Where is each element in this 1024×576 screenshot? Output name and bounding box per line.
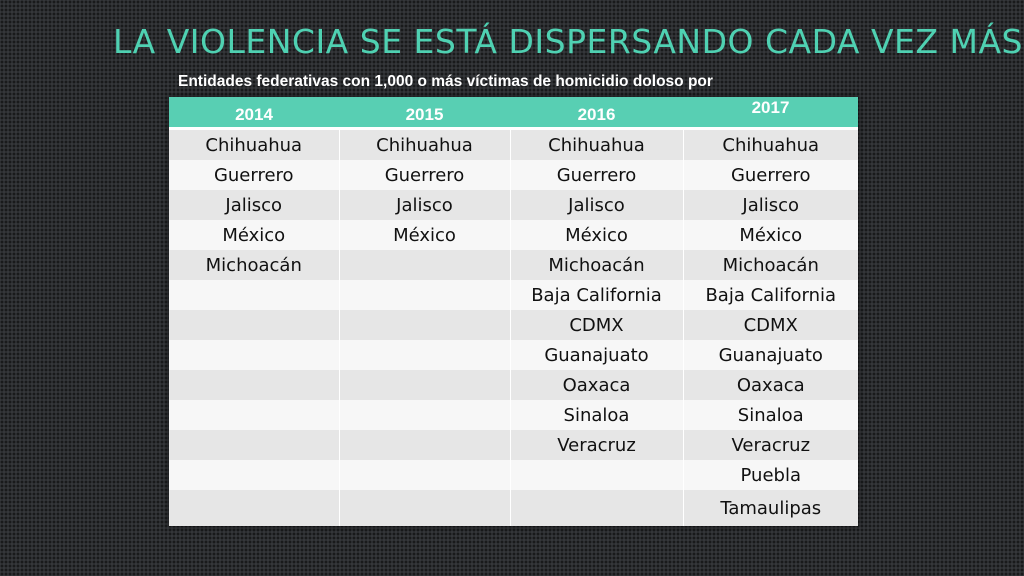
table-cell [169,430,340,460]
table-cell [339,340,511,370]
table-cell: Jalisco [510,190,684,220]
table-header-row: 2014 2015 2016 2017 [169,97,858,130]
table-cell [169,280,340,310]
table-cell [169,400,340,430]
table-cell: Chihuahua [510,128,684,160]
table-cell: Jalisco [683,190,858,220]
table-row: Chihuahua Chihuahua Chihuahua Chihuahua [169,128,858,160]
table-cell: Veracruz [683,430,858,460]
table-caption: Entidades federativas con 1,000 o más ví… [178,73,713,90]
table-row: México México México México [169,220,858,250]
table-cell: Baja California [683,280,858,310]
table-cell [339,490,511,526]
table-cell: Baja California [510,280,684,310]
table-cell: México [510,220,684,250]
table-cell: México [339,220,511,250]
table-cell [339,310,511,340]
table-row: Jalisco Jalisco Jalisco Jalisco [169,190,858,220]
table-cell: Guerrero [510,160,684,190]
table-cell: Sinaloa [510,400,684,430]
table-cell: México [169,220,340,250]
table-cell [339,370,511,400]
table-row: Sinaloa Sinaloa [169,400,858,430]
table-row: CDMX CDMX [169,310,858,340]
entities-table: 2014 2015 2016 2017 Chihuahua Chihuahua … [169,97,858,526]
table-cell: Michoacán [169,250,340,280]
table-row: Puebla [169,460,858,490]
table-cell: Chihuahua [169,128,340,160]
table-row: Tamaulipas [169,490,858,526]
table-row: Guanajuato Guanajuato [169,340,858,370]
column-header-2016: 2016 [510,97,683,130]
table-cell: Chihuahua [339,128,511,160]
column-header-2015: 2015 [339,97,510,130]
table-cell: Guanajuato [510,340,684,370]
table-cell: Sinaloa [683,400,858,430]
table-row: Baja California Baja California [169,280,858,310]
table-cell: Oaxaca [683,370,858,400]
table-cell: Puebla [683,460,858,490]
table-cell: Tamaulipas [683,490,858,526]
table-cell: Chihuahua [683,128,858,160]
table-cell [169,310,340,340]
table-cell: Guerrero [339,160,511,190]
table-cell: México [683,220,858,250]
table-row: Michoacán Michoacán Michoacán [169,250,858,280]
column-header-2014: 2014 [169,97,339,130]
table-cell: Michoacán [510,250,684,280]
table-cell: Michoacán [683,250,858,280]
table-cell [339,280,511,310]
table-cell: Veracruz [510,430,684,460]
slide-title: LA VIOLENCIA SE ESTÁ DISPERSANDO CADA VE… [113,22,1024,61]
table-cell [510,460,684,490]
table-cell [339,430,511,460]
column-header-2017: 2017 [683,97,858,130]
table-cell: Jalisco [339,190,511,220]
table-cell: Guerrero [683,160,858,190]
table-cell [339,250,511,280]
table-cell: CDMX [510,310,684,340]
table-cell [169,340,340,370]
table-cell: Oaxaca [510,370,684,400]
table-row: Oaxaca Oaxaca [169,370,858,400]
table-cell: Jalisco [169,190,340,220]
table-row: Veracruz Veracruz [169,430,858,460]
table-cell [169,370,340,400]
table-cell [339,460,511,490]
table-cell [169,490,340,526]
table-row: Guerrero Guerrero Guerrero Guerrero [169,160,858,190]
table-cell: Guerrero [169,160,340,190]
table-cell [510,490,684,526]
table-cell: CDMX [683,310,858,340]
table-cell: Guanajuato [683,340,858,370]
table-cell [339,400,511,430]
table-cell [169,460,340,490]
entities-table-container: 2014 2015 2016 2017 Chihuahua Chihuahua … [169,97,858,526]
